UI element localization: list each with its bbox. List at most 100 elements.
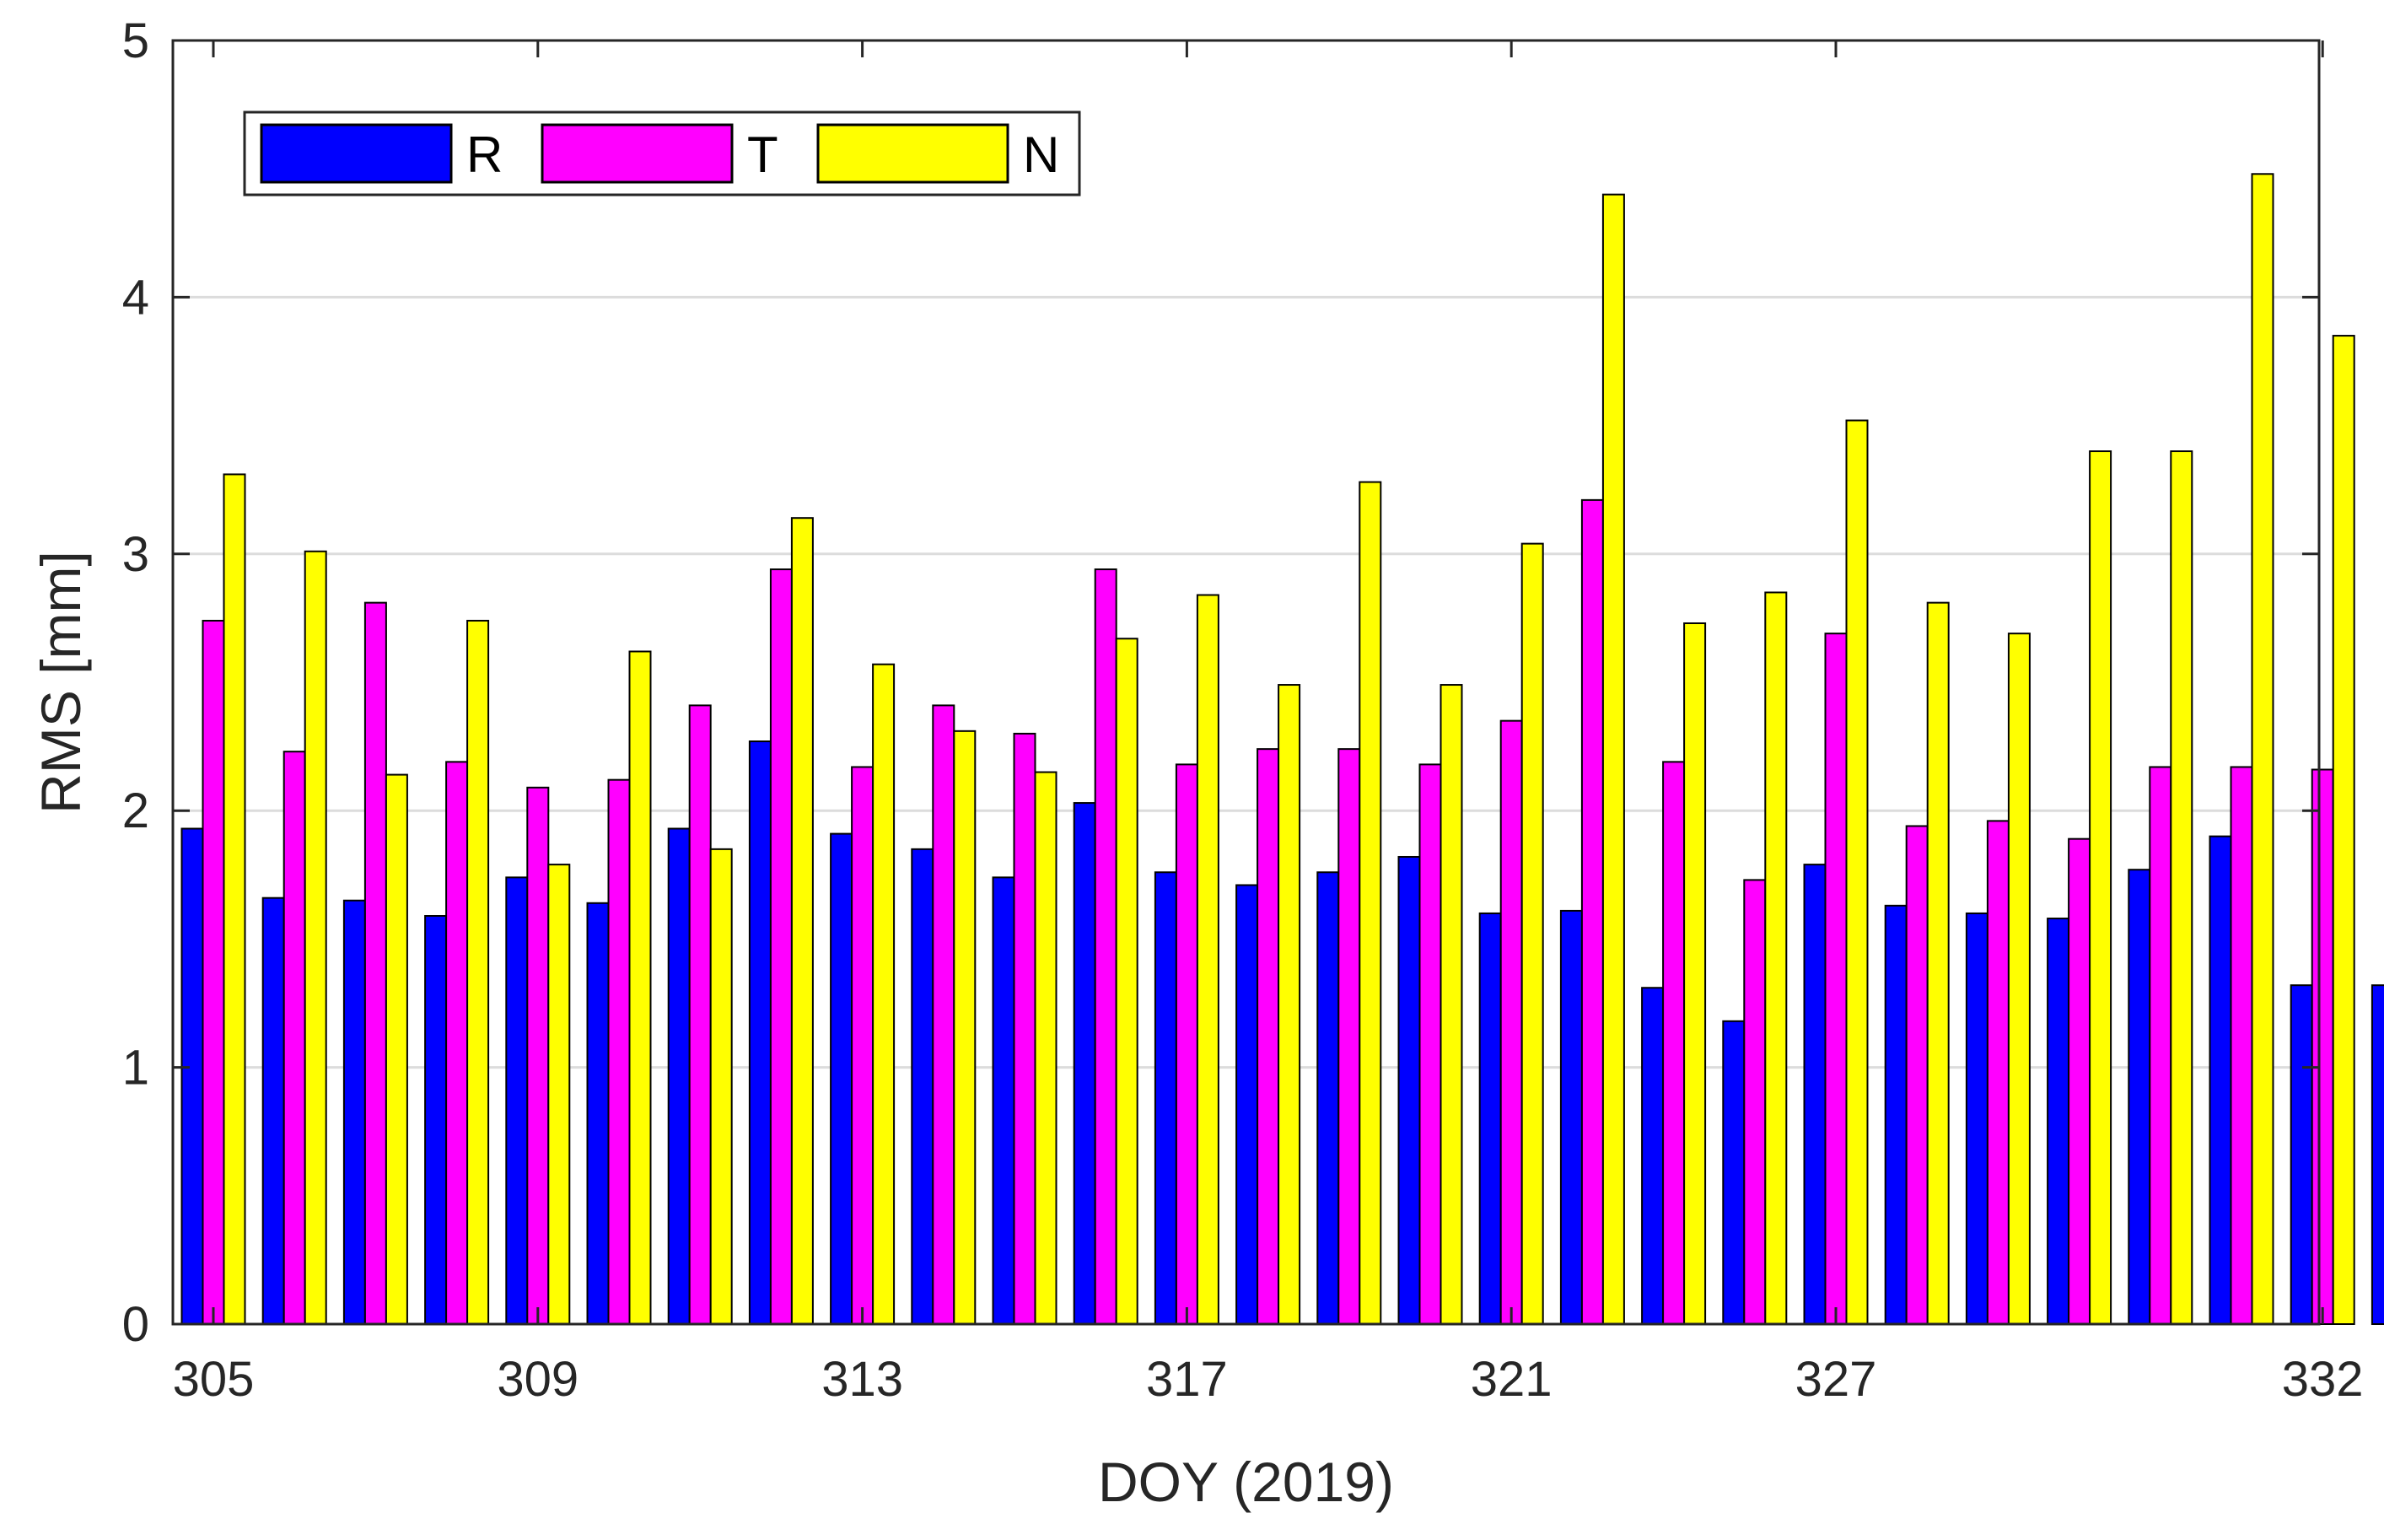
bar-t-326 bbox=[1905, 825, 1929, 1325]
bar-t-317 bbox=[1175, 763, 1198, 1325]
bar-r-309 bbox=[505, 876, 529, 1325]
bar-n-324 bbox=[1764, 591, 1788, 1325]
bar-n-327 bbox=[2007, 633, 2031, 1325]
bar-t-331 bbox=[2311, 768, 2334, 1325]
bar-r-312 bbox=[748, 740, 772, 1325]
bar-n-325 bbox=[1845, 419, 1869, 1326]
bar-r-323 bbox=[1641, 987, 1665, 1325]
x-tick-label: 327 bbox=[1795, 1352, 1877, 1407]
bar-t-319 bbox=[1337, 748, 1361, 1325]
x-tick-label: 332 bbox=[2282, 1352, 2364, 1407]
y-tick-label: 0 bbox=[122, 1297, 149, 1352]
bar-t-315 bbox=[1013, 732, 1036, 1325]
bar-n-330 bbox=[2251, 173, 2274, 1326]
bar-t-322 bbox=[1580, 498, 1604, 1325]
bar-n-323 bbox=[1683, 622, 1707, 1325]
bar-r-308 bbox=[424, 915, 448, 1326]
bar-t-327 bbox=[1986, 820, 2010, 1325]
y-tick-label: 3 bbox=[122, 527, 149, 582]
bar-r-329 bbox=[2128, 869, 2151, 1326]
legend-label-r: R bbox=[466, 127, 503, 183]
bar-n-322 bbox=[1601, 193, 1625, 1325]
bar-t-316 bbox=[1094, 568, 1117, 1325]
bar-n-305 bbox=[223, 473, 246, 1325]
bar-r-320 bbox=[1397, 855, 1421, 1325]
x-tick-label: 317 bbox=[1146, 1352, 1228, 1407]
bar-n-329 bbox=[2170, 450, 2193, 1325]
bar-t-310 bbox=[607, 778, 631, 1325]
bar-n-307 bbox=[385, 773, 408, 1325]
plot-frame bbox=[171, 39, 2321, 1326]
y-axis-title: RMS [mm] bbox=[30, 551, 92, 814]
bar-r-330 bbox=[2209, 835, 2232, 1325]
x-tick-label: 321 bbox=[1471, 1352, 1553, 1407]
bar-n-309 bbox=[547, 864, 571, 1325]
bar-n-310 bbox=[628, 650, 652, 1325]
bar-n-319 bbox=[1359, 481, 1382, 1325]
bar-n-314 bbox=[953, 730, 977, 1325]
bar-r-319 bbox=[1316, 871, 1340, 1325]
bar-n-306 bbox=[304, 550, 327, 1325]
bar-t-318 bbox=[1257, 748, 1280, 1325]
bar-n-326 bbox=[1926, 601, 1950, 1325]
bar-n-315 bbox=[1034, 771, 1057, 1325]
bar-r-307 bbox=[342, 899, 366, 1325]
x-axis-title: DOY (2019) bbox=[1098, 1451, 1394, 1513]
bar-n-311 bbox=[709, 848, 733, 1325]
bar-r-327 bbox=[1965, 912, 1988, 1325]
x-tick-label: 313 bbox=[821, 1352, 903, 1407]
bar-t-321 bbox=[1499, 719, 1523, 1325]
bar-t-325 bbox=[1824, 633, 1848, 1325]
bar-n-312 bbox=[790, 517, 814, 1325]
bar-t-324 bbox=[1743, 879, 1767, 1325]
bar-t-329 bbox=[2149, 766, 2172, 1325]
bar-r-325 bbox=[1803, 864, 1827, 1325]
y-tick-label: 1 bbox=[122, 1041, 149, 1096]
bar-t-320 bbox=[1418, 763, 1442, 1325]
x-tick-labels: 305 309 313 317 321 327 332 bbox=[173, 1352, 2364, 1407]
bar-r-306 bbox=[261, 897, 285, 1326]
legend-label-n: N bbox=[1023, 127, 1059, 183]
bars bbox=[180, 173, 2384, 1326]
bar-n-313 bbox=[872, 663, 896, 1325]
bar-n-321 bbox=[1520, 542, 1544, 1325]
bar-r-326 bbox=[1884, 904, 1908, 1325]
bar-r-317 bbox=[1154, 871, 1177, 1325]
bar-t-313 bbox=[851, 766, 874, 1325]
bar-r-313 bbox=[830, 832, 853, 1325]
legend-label-t: T bbox=[747, 127, 778, 183]
bar-n-317 bbox=[1196, 594, 1219, 1325]
x-tick-label: 305 bbox=[173, 1352, 255, 1407]
bar-r-316 bbox=[1073, 802, 1096, 1325]
bar-r-315 bbox=[992, 876, 1015, 1325]
y-tick-label: 5 bbox=[122, 13, 149, 68]
bar-r-310 bbox=[586, 902, 610, 1326]
x-tick-label: 309 bbox=[497, 1352, 579, 1407]
bar-n-316 bbox=[1115, 638, 1138, 1325]
legend-swatch-r bbox=[260, 123, 453, 184]
bar-r-322 bbox=[1559, 909, 1583, 1326]
bar-r-311 bbox=[667, 827, 691, 1325]
bar-t-328 bbox=[2068, 837, 2091, 1325]
bar-r-314 bbox=[911, 848, 934, 1325]
y-tick-labels: 0 1 2 3 4 5 bbox=[122, 13, 149, 1352]
bar-n-318 bbox=[1278, 684, 1301, 1325]
bar-r-321 bbox=[1478, 912, 1502, 1325]
bar-t-323 bbox=[1662, 761, 1686, 1325]
bar-n-308 bbox=[466, 619, 490, 1325]
bar-t-308 bbox=[445, 761, 469, 1325]
bar-t-311 bbox=[688, 704, 712, 1325]
bar-r-328 bbox=[2047, 918, 2070, 1325]
legend-swatch-n bbox=[816, 123, 1009, 184]
bar-n-328 bbox=[2089, 450, 2112, 1325]
bar-t-312 bbox=[769, 568, 793, 1325]
bar-t-307 bbox=[363, 601, 387, 1325]
bar-r-332 bbox=[2371, 984, 2384, 1326]
bar-r-324 bbox=[1722, 1020, 1746, 1325]
bar-t-305 bbox=[202, 619, 225, 1325]
bar-t-306 bbox=[283, 751, 306, 1325]
y-tick-label: 4 bbox=[122, 270, 149, 325]
y-tick-label: 2 bbox=[122, 783, 149, 838]
bar-r-305 bbox=[180, 827, 204, 1325]
